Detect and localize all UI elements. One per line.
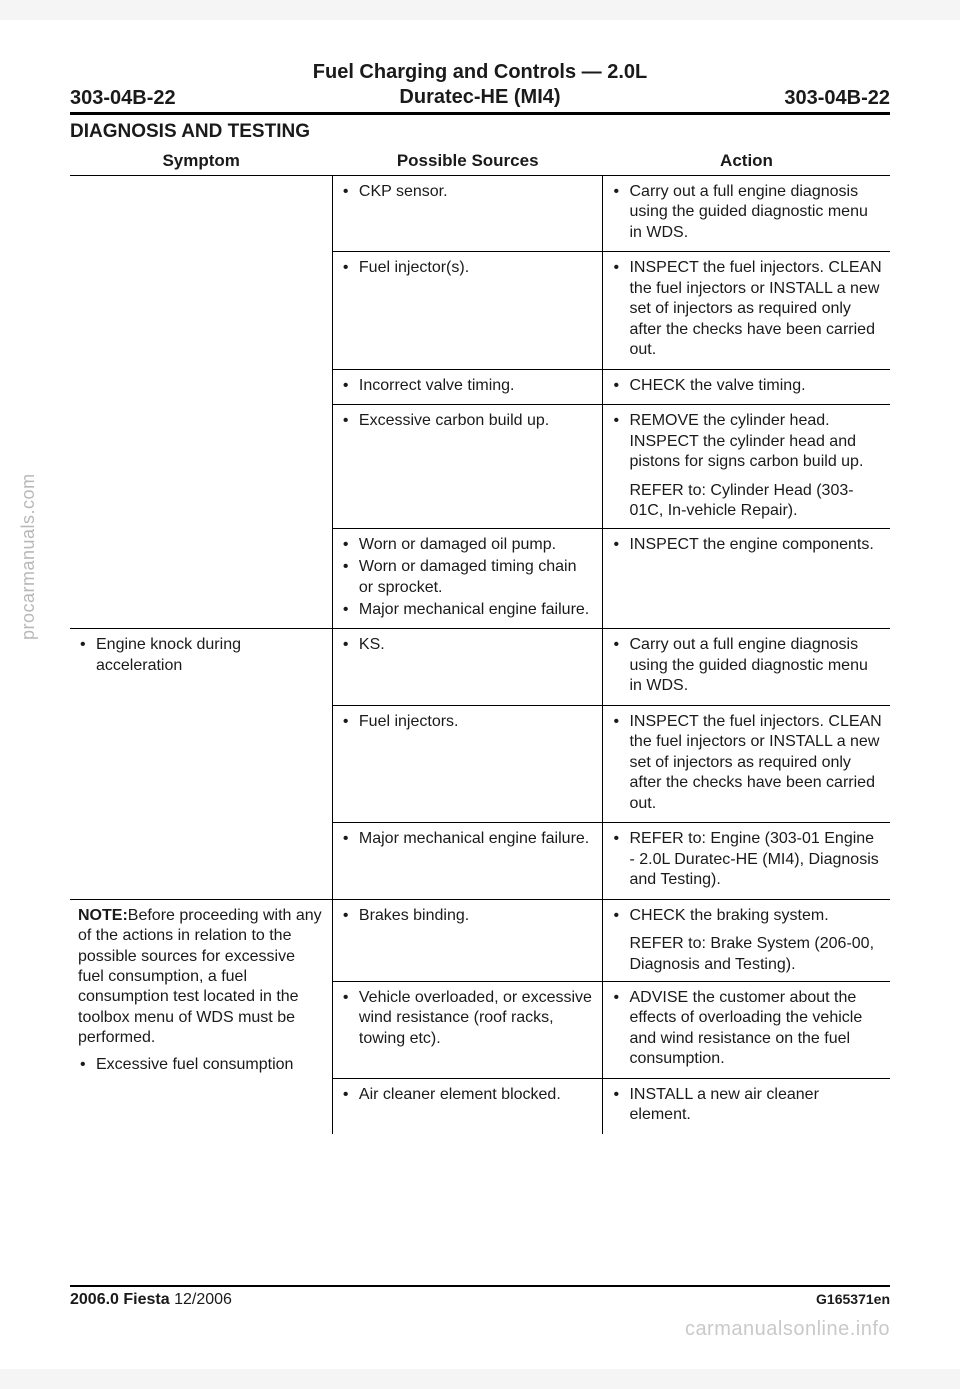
symptom-item: Excessive fuel consumption xyxy=(78,1055,324,1075)
source-item: Fuel injectors. xyxy=(341,712,595,732)
cell-source: Excessive carbon build up. xyxy=(332,405,603,528)
table-header-row: Symptom Possible Sources Action xyxy=(70,147,890,176)
cell-action: Carry out a full engine diagnosis using … xyxy=(603,176,890,252)
cell-action: REMOVE the cylinder head. INSPECT the cy… xyxy=(603,405,890,528)
bottom-watermark: carmanualsonline.info xyxy=(685,1318,890,1341)
cell-source: Worn or damaged oil pump. Worn or damage… xyxy=(332,528,603,629)
action-item: REFER to: Engine (303-01 Engine - 2.0L D… xyxy=(611,829,882,890)
cell-source: Air cleaner element blocked. xyxy=(332,1078,603,1133)
cell-source: Brakes binding. xyxy=(332,899,603,981)
source-item: Air cleaner element blocked. xyxy=(341,1085,595,1105)
source-item: KS. xyxy=(341,635,595,655)
note-block: NOTE:Before proceeding with any of the a… xyxy=(78,906,324,1049)
section-title: DIAGNOSIS AND TESTING xyxy=(70,121,890,143)
action-item: CHECK the braking system. xyxy=(611,906,882,926)
action-refer: REFER to: Cylinder Head (303-01C, In-veh… xyxy=(611,481,882,522)
header-title-line2: Duratec-HE (MI4) xyxy=(399,86,560,108)
cell-action: REFER to: Engine (303-01 Engine - 2.0L D… xyxy=(603,823,890,899)
footer-doc-id: G165371en xyxy=(816,1291,890,1307)
cell-source: Incorrect valve timing. xyxy=(332,369,603,404)
action-item: Carry out a full engine diagnosis using … xyxy=(611,635,882,696)
footer-model: 2006.0 Fiesta xyxy=(70,1291,170,1308)
table-row: Engine knock during acceleration KS. Car… xyxy=(70,629,890,705)
cell-symptom: NOTE:Before proceeding with any of the a… xyxy=(70,899,332,1134)
note-label: NOTE: xyxy=(78,907,128,924)
action-item: REMOVE the cylinder head. INSPECT the cy… xyxy=(611,411,882,472)
source-item: Excessive carbon build up. xyxy=(341,411,595,431)
footer-left: 2006.0 Fiesta 12/2006 xyxy=(70,1291,232,1309)
header-title-line1: Fuel Charging and Controls — 2.0L xyxy=(313,61,647,83)
cell-source: Fuel injector(s). xyxy=(332,252,603,369)
source-item: Incorrect valve timing. xyxy=(341,376,595,396)
symptom-item: Engine knock during acceleration xyxy=(78,635,324,676)
source-item: Worn or damaged oil pump. xyxy=(341,535,595,555)
footer-date: 12/2006 xyxy=(170,1291,232,1308)
source-item: Major mechanical engine failure. xyxy=(341,600,595,620)
action-refer: REFER to: Brake System (206-00, Diagnosi… xyxy=(611,934,882,975)
source-item: Worn or damaged timing chain or sprocket… xyxy=(341,557,595,598)
cell-action: INSPECT the fuel injectors. CLEAN the fu… xyxy=(603,705,890,822)
source-item: Major mechanical engine failure. xyxy=(341,829,595,849)
source-item: Fuel injector(s). xyxy=(341,258,595,278)
action-item: INSPECT the engine components. xyxy=(611,535,882,555)
table-row: NOTE:Before proceeding with any of the a… xyxy=(70,899,890,981)
action-item: Carry out a full engine diagnosis using … xyxy=(611,182,882,243)
cell-action: INSTALL a new air cleaner element. xyxy=(603,1078,890,1133)
page: procarmanuals.com 303-04B-22 Fuel Chargi… xyxy=(0,20,960,1369)
cell-symptom-empty xyxy=(70,176,332,629)
page-footer: 2006.0 Fiesta 12/2006 G165371en xyxy=(70,1285,890,1309)
action-item: INSPECT the fuel injectors. CLEAN the fu… xyxy=(611,258,882,360)
cell-action: CHECK the valve timing. xyxy=(603,369,890,404)
cell-source: KS. xyxy=(332,629,603,705)
cell-action: INSPECT the fuel injectors. CLEAN the fu… xyxy=(603,252,890,369)
source-item: CKP sensor. xyxy=(341,182,595,202)
cell-source: Fuel injectors. xyxy=(332,705,603,822)
col-symptom: Symptom xyxy=(70,147,332,176)
col-action: Action xyxy=(603,147,890,176)
cell-source: Vehicle overloaded, or excessive wind re… xyxy=(332,982,603,1079)
header-title: Fuel Charging and Controls — 2.0L Durate… xyxy=(210,60,750,110)
source-item: Vehicle overloaded, or excessive wind re… xyxy=(341,988,595,1049)
cell-source: Major mechanical engine failure. xyxy=(332,823,603,899)
cell-action: CHECK the braking system. REFER to: Brak… xyxy=(603,899,890,981)
header-left-code: 303-04B-22 xyxy=(70,87,210,110)
action-item: INSPECT the fuel injectors. CLEAN the fu… xyxy=(611,712,882,814)
action-item: ADVISE the customer about the effects of… xyxy=(611,988,882,1070)
col-sources: Possible Sources xyxy=(332,147,603,176)
cell-source: CKP sensor. xyxy=(332,176,603,252)
table-row: CKP sensor. Carry out a full engine diag… xyxy=(70,176,890,252)
source-item: Brakes binding. xyxy=(341,906,595,926)
side-watermark: procarmanuals.com xyxy=(18,473,39,640)
diagnosis-table: Symptom Possible Sources Action CKP sens… xyxy=(70,147,890,1134)
note-text: Before proceeding with any of the action… xyxy=(78,907,322,1047)
header-right-code: 303-04B-22 xyxy=(750,87,890,110)
action-item: INSTALL a new air cleaner element. xyxy=(611,1085,882,1126)
cell-action: INSPECT the engine components. xyxy=(603,528,890,629)
page-header: 303-04B-22 Fuel Charging and Controls — … xyxy=(70,60,890,115)
cell-action: Carry out a full engine diagnosis using … xyxy=(603,629,890,705)
cell-symptom: Engine knock during acceleration xyxy=(70,629,332,899)
cell-action: ADVISE the customer about the effects of… xyxy=(603,982,890,1079)
action-item: CHECK the valve timing. xyxy=(611,376,882,396)
